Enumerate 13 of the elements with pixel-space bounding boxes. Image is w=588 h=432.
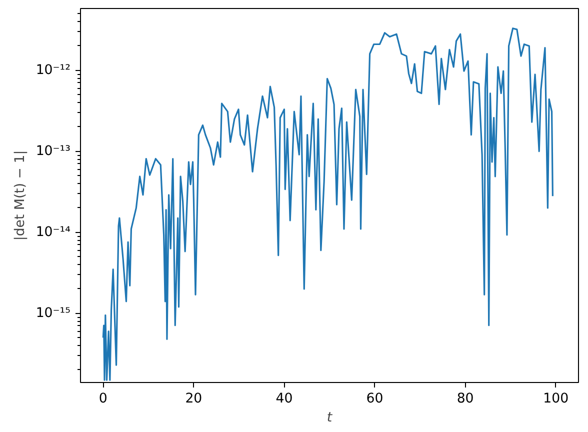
line-series — [102, 28, 554, 381]
x-tick-label: 20 — [185, 392, 202, 406]
x-tick-label: 100 — [543, 392, 569, 406]
y-tick-label: 10⁻¹⁵ — [36, 306, 71, 321]
x-tick-label: 0 — [98, 392, 108, 406]
x-tick-label: 60 — [366, 392, 384, 406]
y-tick-label: 10⁻¹⁴ — [36, 224, 71, 240]
y-tick-label: 10⁻¹² — [36, 62, 71, 78]
x-axis-title: t — [326, 410, 333, 426]
x-tick-label: 80 — [456, 392, 474, 406]
x-tick-label: 40 — [276, 392, 293, 406]
y-tick-label: 10⁻¹³ — [36, 144, 71, 159]
y-axis-title: |det M(t) − 1| — [12, 150, 28, 241]
